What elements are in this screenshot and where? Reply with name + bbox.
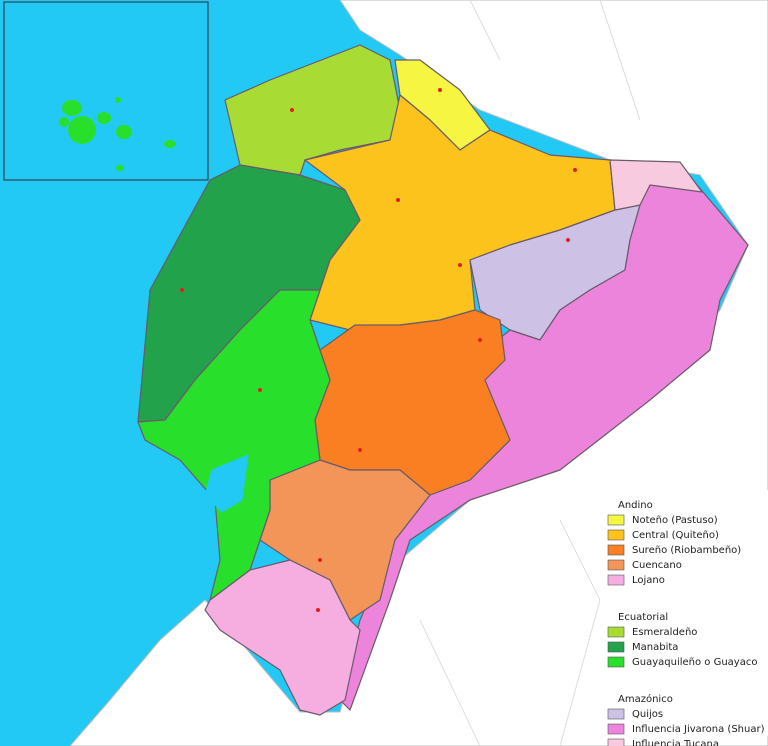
legend-swatch	[607, 626, 625, 638]
legend-swatch	[607, 738, 625, 746]
legend-label: Lojano	[632, 575, 665, 586]
legend-label: Noteño (Pastuso)	[632, 515, 718, 526]
legend-swatch	[607, 656, 625, 668]
legend-group-title: Ecuatorial	[618, 612, 668, 623]
region	[204, 559, 361, 716]
legend: Andino Noteño (Pastuso) Central (Quiteño) S…	[607, 500, 765, 746]
region	[609, 159, 703, 211]
galapagos-inset	[3, 1, 209, 181]
legend-swatch	[607, 641, 625, 653]
legend-label: Influencia Jivarona (Shuar)	[632, 724, 765, 735]
region	[314, 309, 511, 496]
legend-label: Influencia Tucana	[632, 739, 719, 746]
legend-swatch	[607, 723, 625, 735]
legend-swatch	[607, 514, 625, 526]
legend-swatch	[607, 529, 625, 541]
regions	[137, 44, 749, 716]
legend-label: Sureño (Riobambeño)	[632, 545, 741, 556]
legend-swatch	[607, 559, 625, 571]
legend-box	[600, 490, 768, 736]
legend-label: Manabita	[632, 642, 678, 653]
legend-label: Esmeraldeño	[632, 627, 697, 638]
galapagos-islands	[59, 97, 176, 171]
neighbor-border	[419, 0, 641, 746]
legend-label: Guayaquileño o Guayaco	[632, 657, 757, 668]
legend-label: Cuencano	[632, 560, 682, 571]
city-dots	[180, 88, 577, 612]
gulf	[204, 454, 249, 513]
legend-group-title: Amazónico	[618, 693, 673, 705]
neighbor-land	[69, 0, 768, 746]
legend-swatch	[607, 544, 625, 556]
legend-swatch	[607, 574, 625, 586]
region	[137, 289, 331, 601]
legend-swatch	[607, 708, 625, 720]
legend-label: Central (Quiteño)	[632, 530, 719, 541]
legend-group-title: Andino	[618, 500, 653, 511]
legend-label: Quijos	[632, 709, 663, 720]
